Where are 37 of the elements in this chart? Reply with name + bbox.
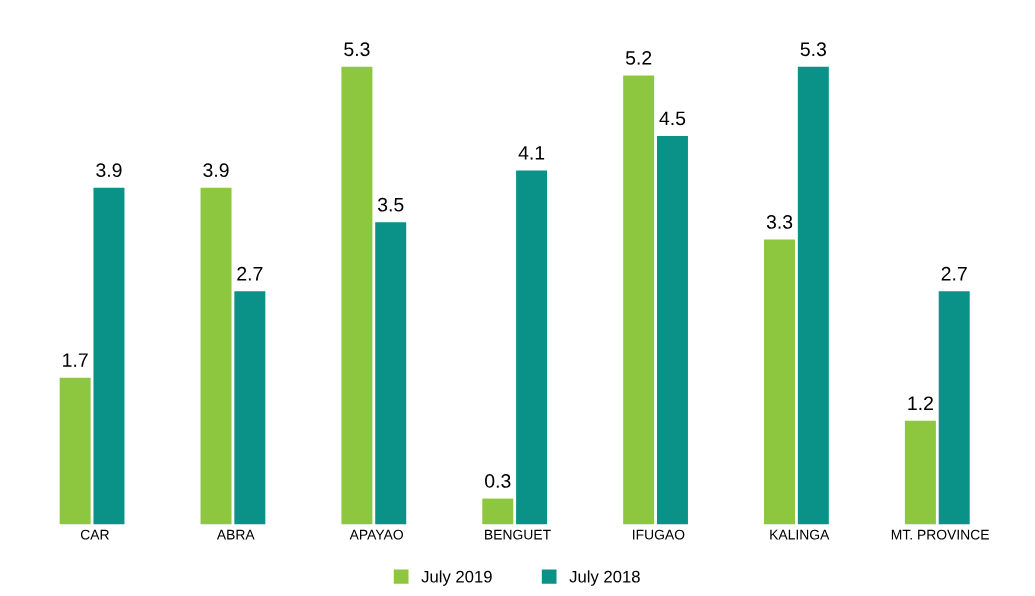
bar [375, 222, 407, 525]
legend-label: July 2019 [421, 570, 492, 586]
bar [59, 377, 91, 525]
legend-label: July 2018 [569, 570, 640, 586]
bar [797, 66, 829, 525]
data-label: 5.2 [625, 50, 652, 65]
x-tick-label: CAR [80, 529, 109, 540]
bar [904, 420, 936, 525]
bar [516, 170, 548, 525]
bar [938, 291, 970, 525]
x-tick-label: BENGUET [485, 529, 551, 540]
data-label: 3.9 [203, 163, 229, 178]
bar [764, 239, 796, 525]
data-label: 1.2 [908, 396, 933, 410]
x-tick-label: APAYAO [349, 529, 403, 540]
data-label: 3.9 [96, 163, 122, 178]
data-label: 3.5 [377, 197, 404, 212]
bar [93, 187, 125, 525]
bar [234, 291, 266, 525]
x-tick-label: ABRA [216, 529, 255, 540]
bar [623, 75, 655, 525]
data-label: 4.5 [659, 111, 686, 126]
data-label: 2.7 [237, 266, 263, 281]
bar [341, 66, 373, 525]
data-label: 1.7 [63, 353, 88, 367]
x-tick-label: IFUGAO [633, 529, 685, 540]
data-label: 3.3 [766, 215, 793, 229]
x-tick-label: MT. PROVINCE [891, 529, 989, 540]
bar [482, 498, 514, 525]
data-label: 5.3 [344, 42, 370, 57]
data-label: 2.7 [941, 266, 967, 281]
bar [656, 135, 688, 525]
data-label: 4.1 [518, 146, 545, 160]
data-label: 5.3 [800, 42, 826, 57]
bar [200, 187, 232, 525]
x-tick-label: KALINGA [770, 529, 830, 540]
data-label: 0.3 [485, 474, 511, 488]
